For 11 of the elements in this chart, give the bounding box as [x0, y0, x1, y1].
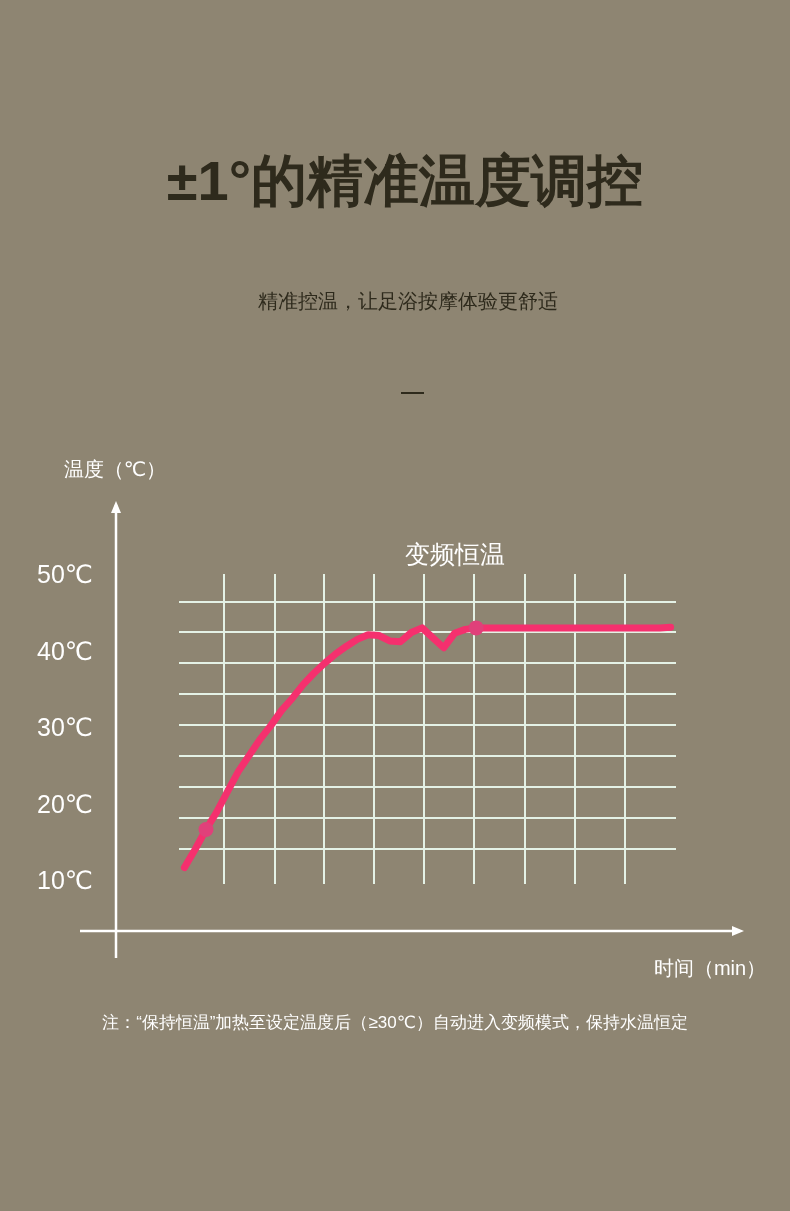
y-tick-label: 20℃	[37, 789, 93, 818]
y-axis-title: 温度（℃）	[63, 458, 167, 480]
annotation: 变频恒温	[405, 540, 505, 568]
x-axis-title: 时间（min）	[653, 957, 767, 979]
y-tick-label: 10℃	[37, 865, 93, 894]
y-tick-label: 30℃	[37, 713, 93, 742]
text: 注：“保持恒温”加热至设定温度后（≥30℃）自动进入变频模式，保持水温恒定	[102, 1013, 688, 1032]
chart-title: ±1°的精准温度调控	[166, 149, 644, 212]
y-tick-label: 50℃	[37, 560, 93, 589]
chart-subtitle: 精准控温，让足浴按摩体验更舒适	[258, 290, 558, 312]
y-tick-label: 40℃	[37, 636, 93, 665]
